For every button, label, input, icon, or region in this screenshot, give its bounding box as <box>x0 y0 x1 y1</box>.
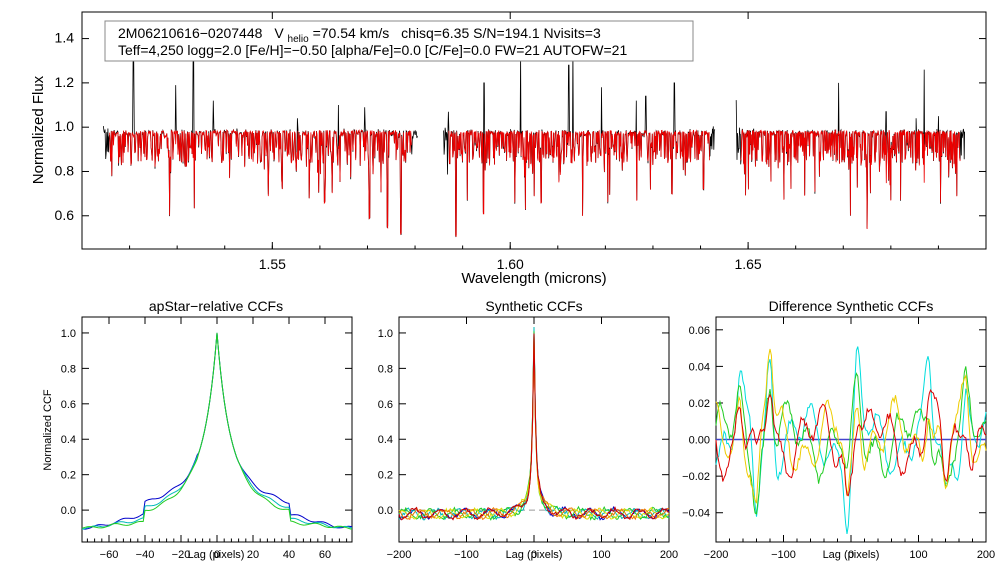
difference-xtick-label: −100 <box>771 549 796 561</box>
spectrum-frame <box>81 11 987 250</box>
difference-line-2 <box>715 366 987 515</box>
apstar-ticks: −60 −40 −20 0 20 40 60 0.0 0.2 0.4 0.6 0.8 1.0 <box>61 317 352 561</box>
difference-panel: Difference Synthetic CCFs −200 −100 0 100 20… <box>682 298 995 561</box>
synthetic-xtick-label: −100 <box>454 549 479 561</box>
synthetic-title: Synthetic CCFs <box>485 298 582 314</box>
spectrum-ytick-label: 1.4 <box>55 30 75 46</box>
apstar-xtick-label: −20 <box>172 549 191 561</box>
spectrum-ytick-label: 0.8 <box>55 162 75 178</box>
apstar-line-3 <box>81 332 353 530</box>
spectrum-header-box <box>104 20 694 62</box>
spectrum-model-line-2 <box>448 129 710 238</box>
apstar-xtick-label: −40 <box>136 549 155 561</box>
difference-ytick-label: −0.02 <box>682 471 710 483</box>
difference-ticks: −200 −100 0 100 200 −0.04 −0.02 0.00 0.02 0.04 0.0… <box>682 317 995 561</box>
difference-xtick-label: 0 <box>848 549 854 561</box>
vhelio-value: =70.54 km/s <box>313 25 390 41</box>
apstar-xlabel: Lag (pixels) <box>188 549 245 561</box>
apstar-ytick-label: 1.0 <box>61 328 76 340</box>
synthetic-ytick-label: 0.6 <box>378 399 393 411</box>
apstar-lines <box>81 332 353 530</box>
apstar-xtick-label: 60 <box>319 549 331 561</box>
difference-xtick-label: −200 <box>704 549 729 561</box>
spectrum-ylabel: Normalized Flux <box>30 75 47 184</box>
spectrum-xtick-label: 1.55 <box>259 256 286 272</box>
header-line-1: 2M06210616−0207448 V helio =70.54 km/s c… <box>118 25 601 45</box>
apstar-ytick-label: 0.6 <box>61 399 76 411</box>
spectrum-ytick-label: 0.6 <box>55 207 75 223</box>
apstar-xtick-label: 20 <box>247 549 259 561</box>
synthetic-xtick-label: 0 <box>531 549 537 561</box>
spectrum-xtick-label: 1.60 <box>497 256 524 272</box>
apstar-xtick-label: −60 <box>100 549 119 561</box>
synthetic-ytick-label: 0.8 <box>378 363 393 375</box>
synthetic-ytick-label: 1.0 <box>378 328 393 340</box>
header-stats: chisq=6.35 S/N=194.1 Nvisits=3 <box>401 25 601 41</box>
apstar-ytick-label: 0.0 <box>61 505 76 517</box>
difference-ytick-label: 0.02 <box>689 398 710 410</box>
star-id: 2M06210616−0207448 <box>118 25 263 41</box>
synthetic-xlabel: Lag (pixels) <box>506 549 563 561</box>
apstar-frame <box>81 316 353 543</box>
difference-xlabel: Lag (pixels) <box>823 549 880 561</box>
vhelio-prefix: V <box>274 25 284 41</box>
difference-line-1 <box>715 346 987 534</box>
spectrum-ytick-label: 1.0 <box>55 118 75 134</box>
difference-lines <box>715 346 987 534</box>
spectrum-model-line-3 <box>740 128 961 230</box>
difference-xtick-label: 100 <box>909 549 927 561</box>
vhelio-subscript: helio <box>288 34 310 45</box>
apstar-xtick-label: 0 <box>214 549 220 561</box>
apstar-line-2 <box>81 332 353 530</box>
synthetic-panel: Synthetic CCFs −200 −100 0 100 200 0.0 0.2 0.4 0… <box>378 298 678 561</box>
apstar-xtick-label: 40 <box>283 549 295 561</box>
apstar-title: apStar−relative CCFs <box>149 298 283 314</box>
synthetic-xtick-label: 200 <box>660 549 678 561</box>
difference-title: Difference Synthetic CCFs <box>769 298 934 314</box>
apstar-panel: apStar−relative CCFs −60 −40 −20 0 20 40 60 0.0… <box>42 298 353 561</box>
header-line-2: Teff=4,250 logg=2.0 [Fe/H]=−0.50 [alpha/… <box>118 42 627 58</box>
spectrum-model-line-1 <box>109 128 412 236</box>
synthetic-line-6 <box>398 333 669 521</box>
difference-ytick-label: 0.04 <box>689 361 710 373</box>
synthetic-ytick-label: 0.0 <box>378 505 393 517</box>
apstar-ylabel: Normalized CCF <box>42 389 54 471</box>
apstar-ytick-label: 0.2 <box>61 470 76 482</box>
difference-xtick-label: 200 <box>977 549 995 561</box>
synthetic-ytick-label: 0.2 <box>378 470 393 482</box>
synthetic-ticks: −200 −100 0 100 200 0.0 0.2 0.4 0.6 0.8 1.0 <box>378 317 678 561</box>
synthetic-ytick-label: 0.4 <box>378 434 393 446</box>
difference-ytick-label: 0.00 <box>689 435 710 447</box>
synthetic-xtick-label: 100 <box>592 549 610 561</box>
spectrum-xtick-label: 1.65 <box>734 256 761 272</box>
apstar-ytick-label: 0.8 <box>61 363 76 375</box>
spectrum-ticks: 1.55 1.60 1.65 0.6 0.8 1.0 1.2 1.4 <box>55 12 986 272</box>
spectrum-panel: 1.55 1.60 1.65 0.6 0.8 1.0 1.2 1.4 2M06210616−0… <box>30 11 987 287</box>
synthetic-lines <box>398 326 670 521</box>
apstar-line-1 <box>81 332 353 530</box>
synthetic-xtick-label: −200 <box>387 549 412 561</box>
difference-ytick-label: 0.06 <box>689 325 710 337</box>
difference-line-4 <box>715 388 987 497</box>
difference-ytick-label: −0.04 <box>682 508 710 520</box>
spectrum-lines <box>103 47 965 238</box>
spectrum-xlabel: Wavelength (microns) <box>461 270 606 287</box>
spectrum-ytick-label: 1.2 <box>55 74 75 90</box>
apstar-ytick-label: 0.4 <box>61 434 76 446</box>
